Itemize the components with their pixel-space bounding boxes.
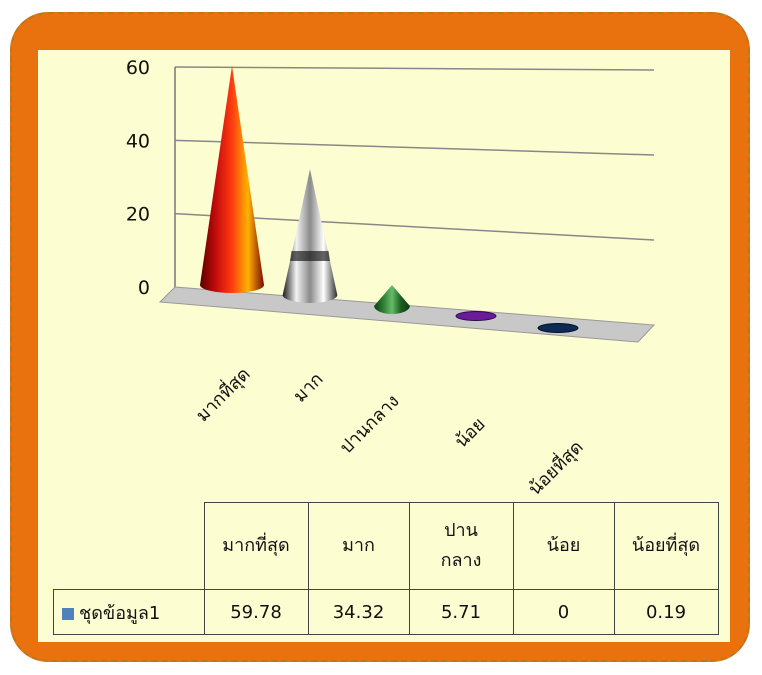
x-tick-label: ปานกลาง bbox=[336, 391, 404, 459]
gridline bbox=[174, 66, 655, 71]
cone-0 bbox=[200, 65, 264, 293]
x-tick-label: มาก bbox=[289, 369, 327, 407]
data-table: มากที่สุด มาก ปาน กลาง น้อย น้อยที่สุด ชุ… bbox=[53, 502, 719, 635]
table-value-2: 5.71 bbox=[408, 589, 514, 635]
series-name: ชุดข้อมูล1 bbox=[79, 602, 161, 624]
cone-shade bbox=[290, 251, 330, 262]
table-header-0: มากที่สุด bbox=[203, 502, 309, 590]
table-header-4: น้อยที่สุด bbox=[613, 502, 719, 590]
gridline bbox=[174, 212, 655, 241]
cone-body bbox=[200, 65, 264, 293]
x-tick-label: น้อยที่สุด bbox=[522, 435, 587, 500]
y-tick-label: 60 bbox=[126, 57, 150, 79]
table-header-2: ปาน กลาง bbox=[408, 502, 514, 590]
gridline bbox=[174, 139, 655, 156]
table-value-4: 0.19 bbox=[613, 589, 719, 635]
cone-base bbox=[455, 311, 497, 321]
cone-body bbox=[282, 169, 338, 303]
table-value-3: 0 bbox=[512, 589, 615, 635]
table-header-1: มาก bbox=[307, 502, 410, 590]
x-tick-label: น้อย bbox=[451, 414, 490, 453]
legend-cell: ชุดข้อมูล1 bbox=[53, 589, 205, 635]
cone-1 bbox=[282, 169, 338, 303]
cone-body bbox=[374, 285, 410, 314]
chart-panel: 0 20 40 60 มากที่สุด มาก ปานกลาง น้อย น้อยที่สุด… bbox=[38, 50, 730, 642]
x-tick-label: มากที่สุด bbox=[190, 362, 255, 427]
cone-2 bbox=[374, 285, 410, 314]
cone-base bbox=[537, 323, 579, 333]
chart-floor bbox=[158, 286, 656, 343]
table-header-3: น้อย bbox=[512, 502, 615, 590]
y-tick-label: 40 bbox=[126, 130, 150, 152]
legend-marker bbox=[62, 607, 74, 620]
cone-4 bbox=[537, 323, 579, 333]
table-value-1: 34.32 bbox=[307, 589, 410, 635]
y-tick-label: 20 bbox=[126, 204, 150, 226]
table-value-0: 59.78 bbox=[203, 589, 309, 635]
y-tick-label: 0 bbox=[138, 277, 150, 299]
cone-3 bbox=[455, 311, 497, 321]
